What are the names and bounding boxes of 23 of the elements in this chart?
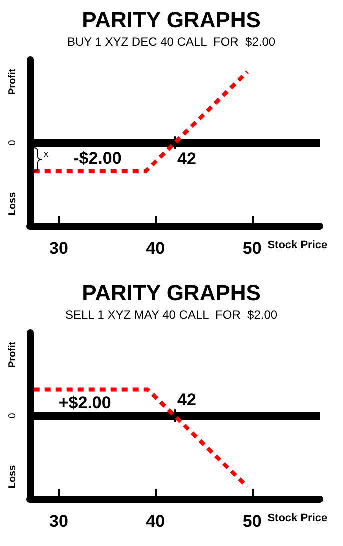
x-tick-label: 40 bbox=[146, 239, 166, 258]
x-tick-label: 30 bbox=[50, 512, 68, 531]
annotation: 42 bbox=[178, 150, 196, 168]
text: Loss bbox=[8, 464, 18, 489]
annotation: x bbox=[44, 149, 49, 160]
x-axis-title: Stock Price bbox=[268, 240, 328, 252]
x-tick-label: 50 bbox=[242, 239, 262, 258]
text: Loss bbox=[8, 192, 18, 216]
chart-title: PARITY GRAPHS bbox=[82, 280, 261, 306]
x-tick-label: 30 bbox=[50, 239, 68, 258]
annotation: 42 bbox=[178, 390, 196, 410]
x-tick-label: 40 bbox=[146, 512, 166, 531]
text: Profit bbox=[8, 341, 18, 368]
x-tick-label: 50 bbox=[242, 512, 262, 531]
annotation: +$2.00 bbox=[58, 393, 112, 412]
x-axis-title: Stock Price bbox=[268, 512, 328, 524]
text: Profit bbox=[8, 68, 18, 96]
text: 0 bbox=[8, 412, 18, 419]
text: 0 bbox=[8, 140, 18, 146]
chart-subtitle: SELL 1 XYZ MAY 40 CALL FOR $2.00 bbox=[65, 308, 278, 322]
chart-title: PARITY GRAPHS bbox=[82, 8, 261, 32]
annotation: -$2.00 bbox=[74, 148, 122, 168]
chart-subtitle: BUY 1 XYZ DEC 40 CALL FOR $2.00 bbox=[67, 35, 276, 49]
